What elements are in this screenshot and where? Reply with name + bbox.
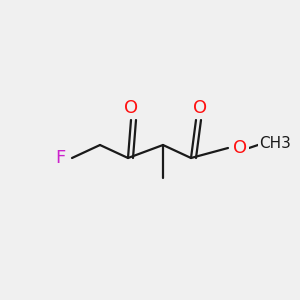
Text: O: O bbox=[193, 99, 207, 117]
Text: F: F bbox=[55, 149, 65, 167]
Text: O: O bbox=[233, 139, 247, 157]
Text: O: O bbox=[124, 99, 138, 117]
Text: CH3: CH3 bbox=[259, 136, 291, 151]
